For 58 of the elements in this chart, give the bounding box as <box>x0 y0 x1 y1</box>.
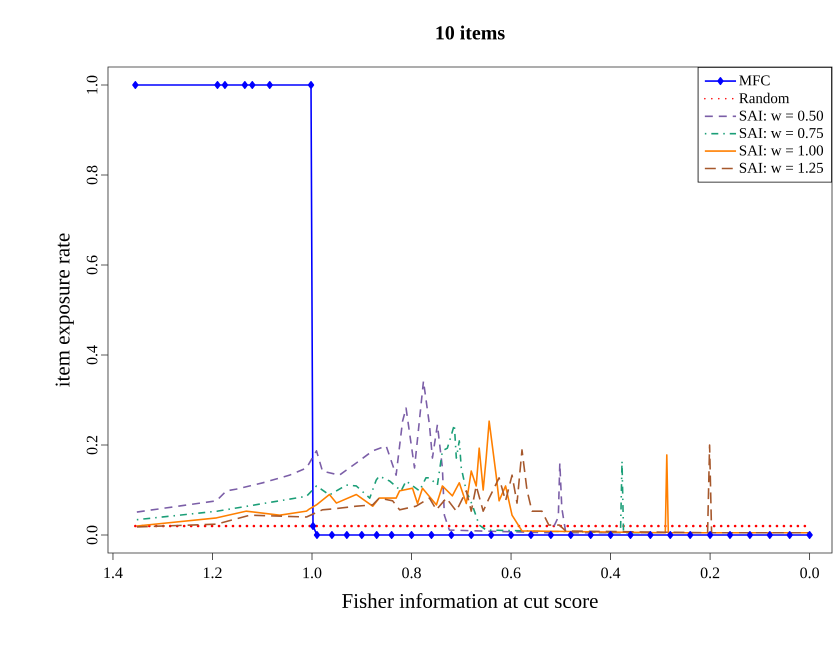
point <box>568 531 574 539</box>
x-tick-label: 0.8 <box>402 567 421 578</box>
point <box>428 531 435 539</box>
point <box>587 531 594 539</box>
point <box>408 531 415 539</box>
point <box>374 531 380 539</box>
y-tick-label: 0.6 <box>86 256 98 274</box>
point <box>726 531 734 539</box>
x-tick-label: 1.4 <box>104 567 123 578</box>
point <box>132 81 139 89</box>
point <box>488 531 494 539</box>
y-tick-label: 1.0 <box>86 76 98 94</box>
point <box>468 531 474 539</box>
x-axis-title: Fisher information at cut score <box>342 593 598 608</box>
y-tick-label: 0.0 <box>86 526 98 544</box>
legend-label: SAI: w = 1.25 <box>740 162 824 173</box>
legend-label: Random <box>739 92 790 104</box>
point <box>508 531 514 539</box>
point <box>528 531 534 539</box>
x-tick-label: 0.6 <box>502 567 521 578</box>
point <box>667 531 674 539</box>
point <box>314 531 320 539</box>
point <box>746 531 754 539</box>
point <box>448 531 455 539</box>
point <box>308 81 314 89</box>
point <box>766 531 773 539</box>
point <box>706 531 714 539</box>
point <box>786 531 793 539</box>
point <box>214 81 221 89</box>
x-tick-label: 0.2 <box>700 567 720 578</box>
point <box>627 531 634 539</box>
point <box>242 81 248 89</box>
x-tick-label: 0.0 <box>800 567 819 578</box>
legend-label: SAI: w = 0.50 <box>740 110 824 121</box>
point <box>647 531 654 539</box>
point <box>548 531 554 539</box>
point <box>310 522 316 530</box>
y-tick-label: 0.8 <box>86 166 98 184</box>
legend-label: SAI: w = 0.75 <box>740 128 824 138</box>
chart-title: 10 items <box>436 26 505 40</box>
legend-label: MFC <box>739 75 770 86</box>
x-tick-label: 1.2 <box>204 567 222 578</box>
point <box>222 81 228 89</box>
point <box>266 81 273 89</box>
x-tick-label: 1.0 <box>303 567 322 578</box>
point <box>388 531 395 539</box>
y-tick-label: 0.2 <box>86 436 98 454</box>
legend-label: SAI: w = 1.00 <box>740 145 824 156</box>
point <box>686 531 694 539</box>
point <box>607 531 614 539</box>
point <box>249 81 256 89</box>
point <box>806 531 813 539</box>
point <box>344 531 350 539</box>
x-tick-label: 0.4 <box>601 567 620 578</box>
y-tick-label: 0.4 <box>86 345 98 364</box>
point <box>328 531 336 539</box>
point <box>358 531 365 539</box>
y-axis-title: item exposure rate <box>56 233 74 387</box>
